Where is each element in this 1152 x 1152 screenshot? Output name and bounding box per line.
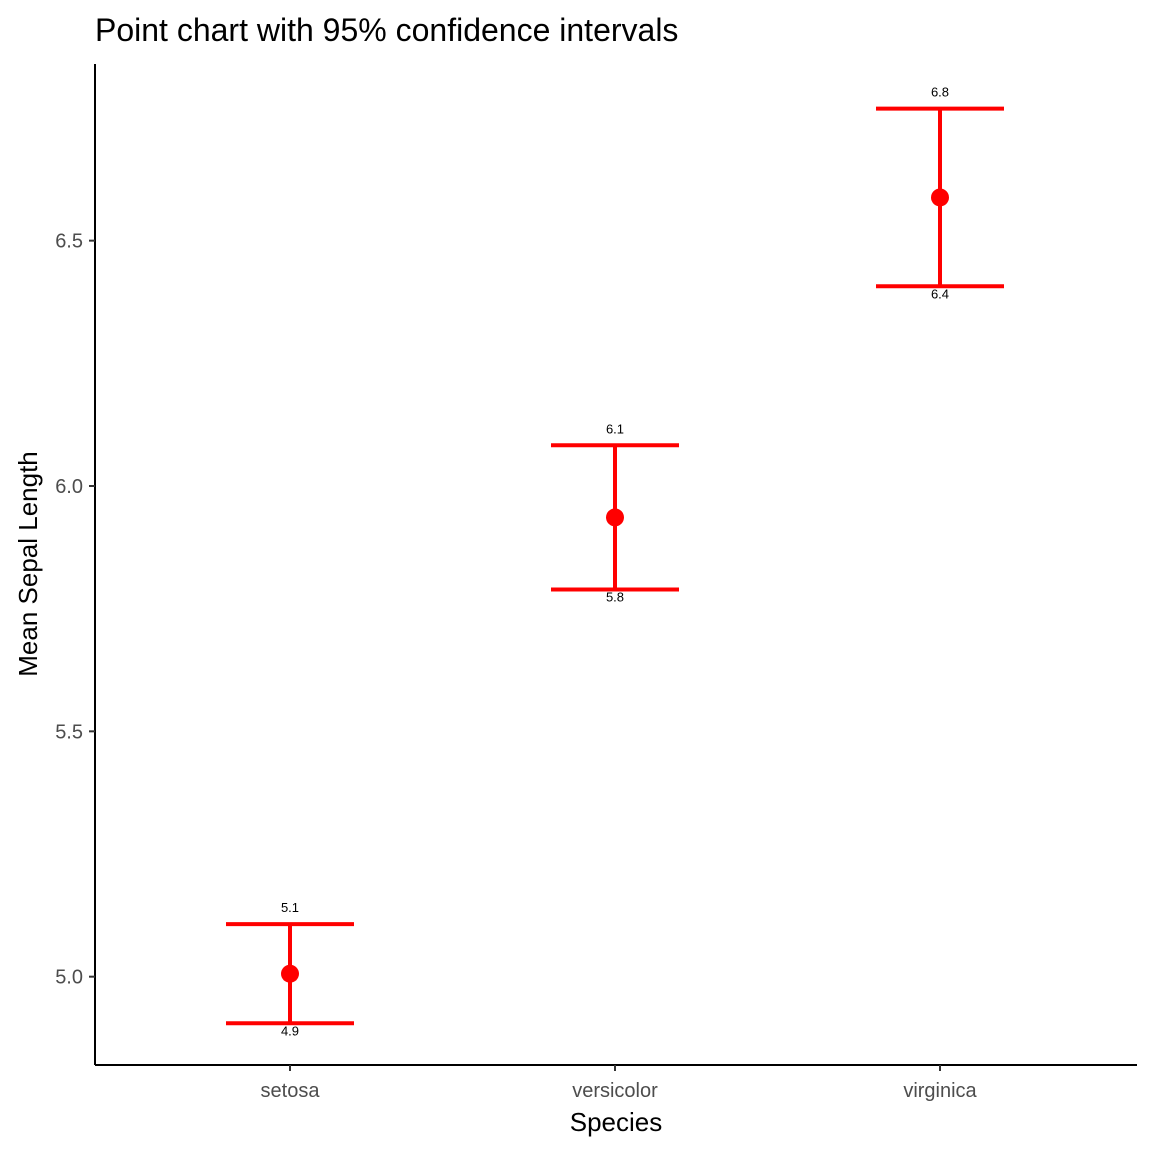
upper-ci-label: 6.1 xyxy=(606,421,624,436)
plot-area: 5.1 4.9 6.1 5.8 6.8 6.4 xyxy=(226,85,1004,1038)
x-tick-label: virginica xyxy=(903,1080,977,1102)
lower-ci-label: 5.8 xyxy=(606,590,624,605)
error-bar-setosa: 5.1 4.9 xyxy=(226,900,354,1038)
y-tick-label: 5.5 xyxy=(55,721,83,743)
mean-point xyxy=(281,964,299,983)
lower-ci-label: 6.4 xyxy=(931,286,949,301)
y-tick-label: 6.5 xyxy=(55,231,83,253)
y-axis-ticks: 5.0 5.5 6.0 6.5 xyxy=(55,231,95,989)
upper-ci-label: 5.1 xyxy=(281,900,299,915)
chart-title: Point chart with 95% confidence interval… xyxy=(95,12,678,48)
x-axis-ticks: setosa versicolor virginica xyxy=(261,1065,978,1102)
y-tick-label: 5.0 xyxy=(55,967,83,989)
x-tick-label: versicolor xyxy=(572,1080,658,1102)
x-tick-label: setosa xyxy=(261,1080,321,1102)
y-tick-label: 6.0 xyxy=(55,476,83,498)
x-axis-title: Species xyxy=(570,1107,663,1137)
error-bar-virginica: 6.8 6.4 xyxy=(876,85,1004,301)
y-axis-title: Mean Sepal Length xyxy=(13,451,43,677)
lower-ci-label: 4.9 xyxy=(281,1023,299,1038)
upper-ci-label: 6.8 xyxy=(931,85,949,100)
mean-point xyxy=(931,188,949,207)
mean-point xyxy=(606,508,624,527)
error-bar-versicolor: 6.1 5.8 xyxy=(551,421,679,605)
